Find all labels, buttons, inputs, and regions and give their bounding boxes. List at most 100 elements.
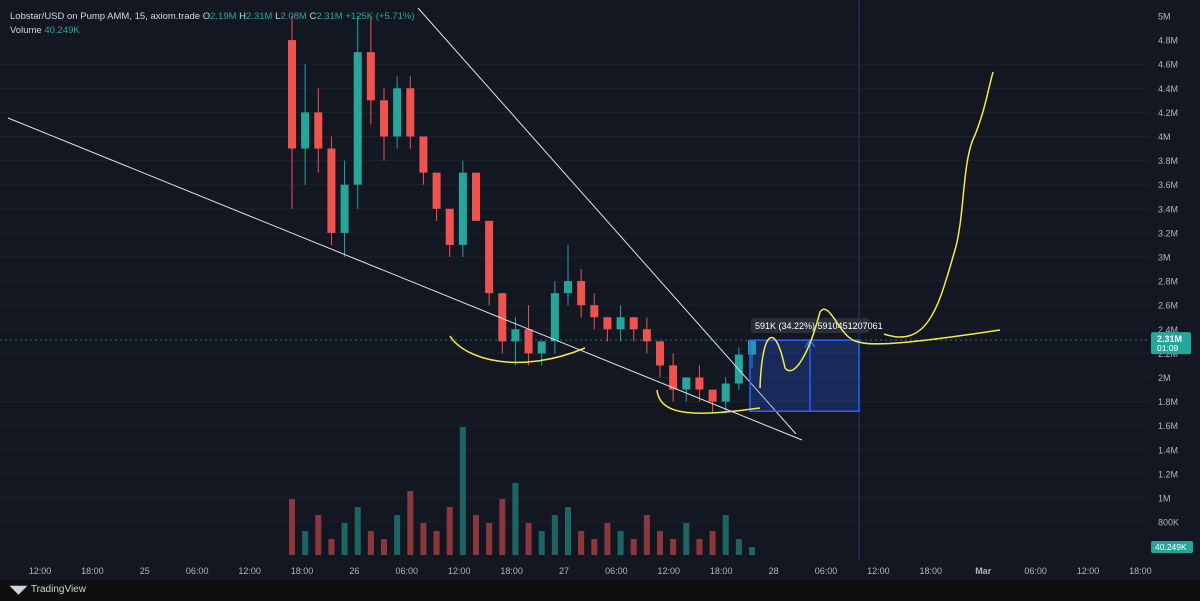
annotation-curve-projection bbox=[759, 308, 1001, 389]
volume-bar bbox=[407, 491, 414, 555]
volume-bar bbox=[354, 507, 361, 555]
y-tick-label: 2.8M bbox=[1158, 277, 1178, 287]
volume-bar bbox=[486, 523, 493, 555]
candle-body bbox=[603, 317, 612, 330]
volume-bar bbox=[381, 539, 387, 555]
volume-bar bbox=[328, 539, 335, 555]
footer-bar bbox=[0, 580, 1200, 601]
candle-body bbox=[656, 341, 664, 366]
x-tick-label: 12:00 bbox=[238, 566, 261, 576]
trendline-upper bbox=[417, 7, 797, 435]
volume-bar bbox=[670, 539, 677, 555]
y-tick-label: 1.8M bbox=[1158, 397, 1178, 407]
volume-value: 40.249K bbox=[44, 25, 80, 36]
volume-bar bbox=[578, 531, 585, 555]
x-tick-label: 06:00 bbox=[396, 566, 419, 576]
candle-body bbox=[301, 112, 310, 149]
low-label: L bbox=[275, 11, 281, 22]
volume-bar bbox=[604, 523, 611, 555]
open-label: O bbox=[202, 11, 211, 22]
candle-body bbox=[524, 329, 533, 354]
volume-bar bbox=[709, 531, 716, 555]
y-tick-label: 3.2M bbox=[1158, 228, 1178, 238]
volume-bar bbox=[617, 531, 624, 555]
measure-arrow-head bbox=[804, 338, 816, 348]
y-tick-label: 3.6M bbox=[1158, 180, 1178, 190]
volume-bar bbox=[683, 523, 690, 555]
volume-bar bbox=[394, 515, 401, 555]
x-tick-label: 06:00 bbox=[186, 566, 209, 576]
y-tick-label: 4M bbox=[1158, 132, 1171, 142]
candle-body bbox=[380, 100, 388, 137]
candle-body bbox=[577, 281, 586, 306]
x-tick-label: 25 bbox=[140, 566, 150, 576]
symbol-label[interactable]: Lobstar/USD on Pump AMM, 15, axiom.trade bbox=[10, 11, 201, 22]
candle-body bbox=[564, 281, 572, 294]
x-tick-label: 18:00 bbox=[291, 566, 314, 576]
volume-bar bbox=[289, 499, 295, 555]
y-tick-label: 4.4M bbox=[1158, 84, 1178, 94]
candle-body bbox=[288, 40, 296, 149]
x-tick-label: 06:00 bbox=[605, 566, 628, 576]
y-tick-label: 1.2M bbox=[1158, 469, 1178, 479]
open-value: 2.19M bbox=[210, 11, 237, 22]
volume-bar bbox=[657, 531, 663, 555]
chart-legend: Lobstar/USD on Pump AMM, 15, axiom.trade… bbox=[10, 10, 415, 38]
candle-body bbox=[511, 329, 520, 342]
y-tick-label: 3.8M bbox=[1158, 156, 1178, 166]
x-tick-label: 18:00 bbox=[710, 566, 733, 576]
volume-bar bbox=[749, 547, 755, 555]
x-tick-label: 27 bbox=[559, 566, 569, 576]
y-tick-label: 4.2M bbox=[1158, 108, 1178, 118]
close-value: 2.31M bbox=[316, 11, 343, 22]
last-price-label: 2.31M bbox=[1157, 334, 1182, 344]
y-tick-label: 2.6M bbox=[1158, 301, 1178, 311]
volume-bar bbox=[565, 507, 571, 555]
x-tick-label: Mar bbox=[975, 566, 992, 576]
volume-bar bbox=[591, 539, 598, 555]
volume-label: Volume bbox=[10, 25, 42, 36]
measure-label: 591K (34.22%) 5910451207061 bbox=[755, 321, 883, 331]
candle-body bbox=[708, 389, 717, 402]
candle-body bbox=[406, 88, 415, 137]
candle-body bbox=[340, 184, 349, 233]
y-tick-label: 4.8M bbox=[1158, 36, 1178, 46]
trendline-lower bbox=[7, 117, 803, 441]
low-value: 2.08M bbox=[280, 11, 307, 22]
y-tick-label: 3.4M bbox=[1158, 204, 1178, 214]
brand[interactable]: ◥◤ TradingView bbox=[10, 583, 86, 596]
volume-axis-label: 40.249K bbox=[1155, 542, 1187, 552]
volume-bar bbox=[551, 515, 558, 555]
candle-body bbox=[498, 293, 507, 342]
candle-body bbox=[314, 112, 323, 149]
volume-bar bbox=[367, 531, 374, 555]
volume-bar bbox=[315, 515, 322, 555]
x-tick-label: 18:00 bbox=[81, 566, 104, 576]
x-tick-label: 12:00 bbox=[1077, 566, 1100, 576]
volume-bar bbox=[459, 427, 466, 555]
volume-bar bbox=[446, 507, 453, 555]
x-tick-label: 18:00 bbox=[920, 566, 943, 576]
x-tick-label: 06:00 bbox=[1024, 566, 1047, 576]
volume-bar bbox=[525, 523, 532, 555]
brand-name: TradingView bbox=[30, 584, 86, 595]
volume-bar bbox=[538, 531, 545, 555]
candle-body bbox=[682, 377, 691, 390]
candle-body bbox=[327, 148, 336, 233]
annotation-curve-left bbox=[449, 335, 586, 364]
annotation-curve-breakout bbox=[883, 71, 994, 338]
candle-body bbox=[458, 172, 467, 245]
y-tick-label: 2M bbox=[1158, 373, 1171, 383]
change-value: +125K (+5.71%) bbox=[345, 11, 415, 22]
y-tick-label: 5M bbox=[1158, 12, 1171, 22]
volume-bar bbox=[473, 515, 479, 555]
candle-body bbox=[366, 52, 375, 101]
volume-bar bbox=[643, 515, 650, 555]
tradingview-logo-icon: ◥◤ bbox=[10, 584, 27, 596]
price-chart[interactable]: 5M 4.8M 4.6M 4.4M 4.2M 4M 3.8M 3.6M 3.4M 3.2M 3M 2.… bbox=[0, 0, 1200, 580]
volume-bar bbox=[512, 483, 519, 555]
x-tick-label: 12:00 bbox=[448, 566, 471, 576]
volume-badge bbox=[1151, 541, 1193, 553]
x-tick-label: 18:00 bbox=[1129, 566, 1152, 576]
x-tick-label: 12:00 bbox=[867, 566, 890, 576]
